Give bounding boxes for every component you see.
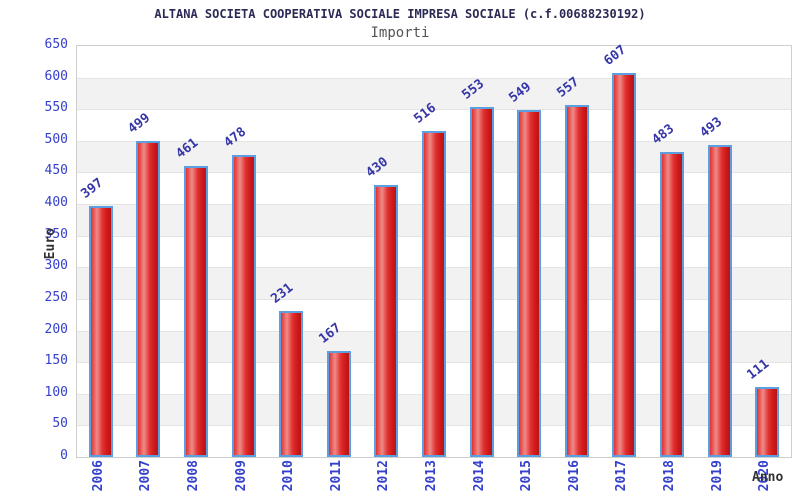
chart-title: ALTANA SOCIETA COOPERATIVA SOCIALE IMPRE…: [154, 7, 646, 21]
bar-slot: 397: [77, 46, 125, 457]
y-tick-label: 0: [60, 448, 68, 463]
bar-value-2006: 397: [78, 175, 106, 202]
x-tick-2016: 2016: [566, 460, 582, 492]
y-tick-label: 150: [44, 353, 68, 369]
bar-value-2017: 607: [601, 42, 630, 69]
y-tick-label: 200: [44, 321, 68, 337]
bar-2010: [279, 310, 304, 457]
x-tick-labels: 2006 2007 2008 2009 2010 2011 2012 2013 2014 2015…: [76, 458, 790, 498]
bar-slot: 499: [125, 46, 173, 457]
bar-value-2020: 111: [744, 356, 773, 383]
x-tick-2017: 2017: [614, 460, 630, 492]
x-tick-2013: 2013: [424, 460, 439, 492]
y-tick-label: 600: [44, 68, 68, 84]
bar-2012: [374, 185, 399, 457]
bar-slot: 557: [553, 46, 601, 457]
x-tick-2007: 2007: [138, 460, 154, 492]
bar-slot: 516: [410, 46, 458, 457]
y-tick-label: 400: [44, 195, 68, 211]
grid-band: [77, 77, 791, 110]
bar-slot: 493: [696, 46, 744, 457]
chart-subtitle: Importi: [370, 25, 430, 41]
bar-value-2010: 231: [268, 280, 297, 307]
bar-value-2007: 499: [125, 110, 154, 138]
y-tick-label: 500: [44, 131, 68, 147]
bar-slot: 111: [743, 46, 791, 457]
bar-slot: 483: [648, 46, 696, 457]
bar-value-2008: 461: [173, 135, 202, 162]
x-tick-2019: 2019: [709, 460, 725, 492]
x-tick-2010: 2010: [281, 460, 297, 492]
y-tick-label: 300: [44, 258, 68, 274]
grid-band: [77, 46, 791, 78]
y-tick-label: 50: [52, 416, 68, 432]
y-tick-label: 650: [44, 37, 68, 52]
x-tick-2012: 2012: [376, 460, 392, 492]
bar-2014: [469, 107, 494, 457]
x-tick-2018: 2018: [662, 460, 677, 492]
bar-value-2013: 516: [411, 100, 440, 127]
y-tick-label: 100: [44, 384, 68, 400]
bar-2006: [88, 205, 113, 457]
x-tick-2009: 2009: [233, 460, 249, 492]
bar-value-2012: 430: [363, 154, 392, 181]
bar-value-2014: 553: [458, 76, 487, 104]
x-tick-2014: 2014: [471, 460, 487, 492]
bar-2007: [136, 141, 161, 457]
y-tick-label: 450: [44, 163, 68, 179]
bar-2017: [612, 73, 637, 457]
bar-value-2011: 167: [316, 320, 344, 348]
bar-slot: 167: [315, 46, 363, 457]
bar-2020: [755, 386, 780, 457]
bar-2011: [326, 351, 351, 457]
bar-2018: [659, 151, 684, 457]
x-tick-2015: 2015: [519, 460, 535, 492]
bar-slot: 553: [458, 46, 506, 457]
bar-slot: 478: [220, 46, 268, 457]
bar-slot: 461: [172, 46, 220, 457]
y-tick-label: 550: [44, 100, 68, 116]
y-axis-title: Euro: [43, 228, 58, 260]
x-tick-2011: 2011: [328, 460, 344, 492]
y-tick-label: 350: [44, 226, 68, 242]
bar-slot: 549: [505, 46, 553, 457]
bar-value-2018: 483: [649, 121, 678, 148]
bar-value-2016: 557: [554, 74, 582, 101]
bar-slot: 231: [267, 46, 315, 457]
bar-value-2009: 478: [220, 124, 249, 151]
bar-2016: [564, 104, 589, 457]
x-tick-2006: 2006: [90, 460, 106, 492]
bar-value-2015: 549: [506, 79, 535, 106]
bar-2019: [707, 145, 732, 457]
bar-slot: 430: [363, 46, 411, 457]
plot-area: 397 499 461 478 231 167 430 516 553 549 557 607 483 4…: [76, 42, 792, 458]
bar-value-2019: 493: [696, 114, 725, 142]
bar-2008: [183, 165, 208, 457]
bar-2013: [421, 130, 446, 457]
bar-slot: 607: [601, 42, 649, 457]
x-axis-title: Anno: [752, 470, 784, 485]
x-tick-2008: 2008: [186, 460, 201, 492]
bar-2015: [517, 109, 542, 457]
bar-2009: [231, 154, 256, 457]
y-tick-label: 250: [44, 289, 68, 305]
